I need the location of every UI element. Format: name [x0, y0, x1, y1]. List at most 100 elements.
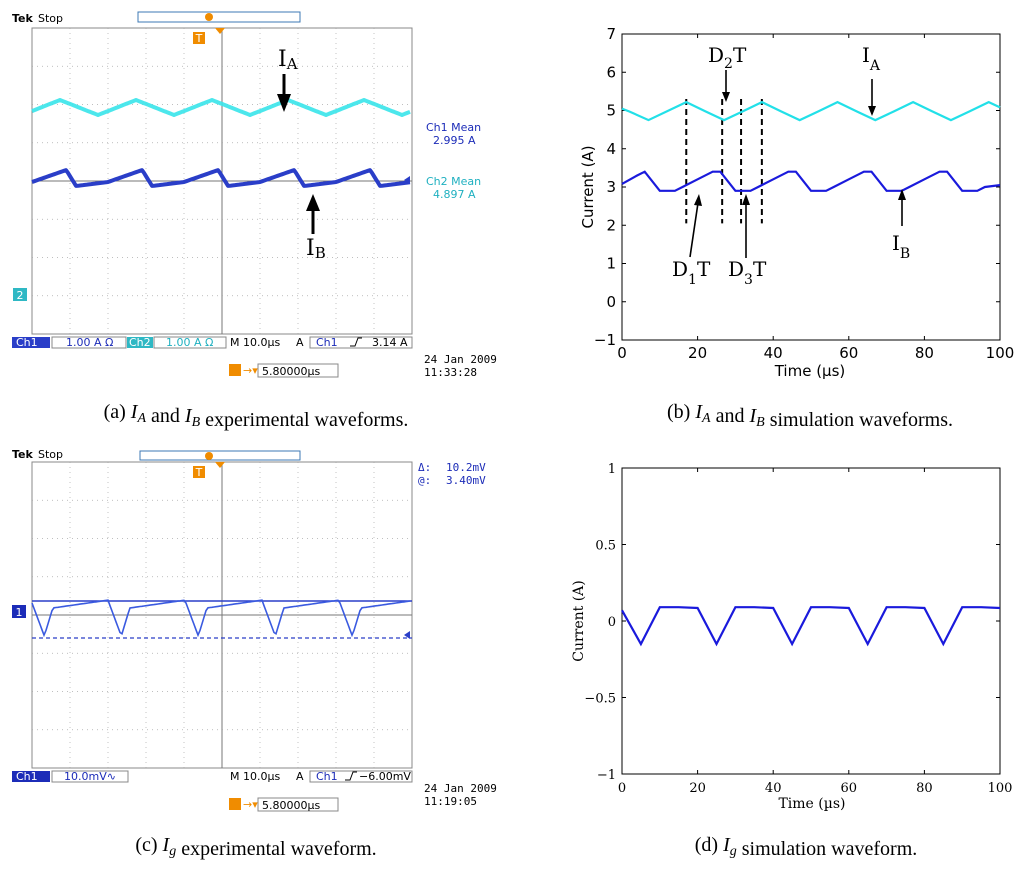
y-tick-label: 4: [606, 140, 616, 158]
y-tick-label: 1: [606, 255, 616, 273]
chart-b-annot-d1t: D1T: [672, 257, 711, 288]
scope-c-trig-box: [309, 770, 413, 783]
chart-b-ylabel: Current (A): [579, 145, 597, 228]
y-tick-label: 0.5: [595, 539, 616, 554]
x-tick-label: 20: [688, 344, 707, 362]
scope-a-record-bar: [137, 11, 301, 23]
chart-d-plot-area: [621, 467, 1001, 775]
y-tick-label: 6: [606, 63, 616, 81]
chart-b-annot-d3t: D3T: [728, 257, 767, 288]
scope-a-trig-box: [309, 336, 413, 349]
scope-a-ia-arrow-head: [277, 94, 291, 112]
scope-a-trig-mode: A: [296, 336, 304, 349]
chart-b-xlabel: Time (µs): [774, 362, 846, 380]
scope-c-date: 24 Jan 2009: [424, 782, 497, 795]
scope-a-timebase: M 10.0µs: [230, 336, 280, 349]
scope-a-trig-pos: 5.80000µs: [262, 365, 320, 378]
scope-a-ch2-scale: 1.00 A Ω: [166, 336, 213, 349]
chart-b-plot-area: [621, 33, 1001, 341]
scope-c-trig-pos: 5.80000µs: [262, 799, 320, 812]
scope-c-trigger-position-icon: [215, 462, 225, 468]
scope-a-ib-arrow-head: [306, 194, 320, 211]
scope-a-state: Stop: [38, 12, 63, 25]
scope-a-ch2-mean-label: Ch2 Mean: [426, 175, 481, 188]
y-tick-label: 3: [606, 178, 616, 196]
scope-a-ch2-label: Ch2: [129, 336, 151, 349]
x-tick-label: 80: [916, 781, 933, 796]
scope-c-trig-pos-box: [257, 797, 339, 812]
chart-b-series: [621, 100, 1001, 192]
scope-c-at-value: 3.40mV: [446, 474, 486, 487]
scope-c-trigger-marker: [193, 466, 205, 478]
scope-a-date: 24 Jan 2009: [424, 353, 497, 366]
scope-a-ch2-badge: [127, 337, 153, 348]
scope-a-trigger-dot: [205, 13, 213, 21]
scope-a-trig-slope-icon: [350, 337, 362, 347]
chart-b-d3t-arrow-head: [742, 194, 750, 205]
chart-b-annot-ia: IA: [862, 43, 881, 74]
scope-a-ch1-label: Ch1: [16, 336, 38, 349]
scope-panel-a: Tek Stop T 2 IA IB Ch1 Mean 2.995 A Ch2 …: [12, 11, 497, 379]
scope-a-ch1-mean-label: Ch1 Mean: [426, 121, 481, 134]
scope-a-ib-trace: [31, 168, 411, 188]
scope-c-trig-slope-icon: [345, 771, 357, 781]
caption-a: (a) IA and IB experimental waveforms.: [104, 401, 409, 431]
scope-a-trig-pos-box: [257, 363, 339, 378]
series-line-i-a: [621, 100, 1001, 122]
scope-c-ch1-scale: 10.0mV∿: [64, 770, 116, 783]
y-tick-label: −1: [597, 768, 616, 783]
scope-c-state: Stop: [38, 448, 63, 461]
x-tick-label: 20: [689, 781, 706, 796]
caption-d: (d) Ig simulation waveform.: [695, 834, 918, 860]
scope-c-level-arrow-icon: [404, 631, 410, 639]
x-tick-label: 80: [915, 344, 934, 362]
x-tick-label: 100: [986, 344, 1015, 362]
scope-a-trigger-position-icon: [215, 28, 225, 34]
scope-a-ch2-mean-value: 4.897 A: [433, 188, 476, 201]
scope-c-delta-label: Δ:: [418, 461, 431, 474]
scope-c-trig-pos-icon: [229, 798, 241, 810]
scope-a-trig-pos-arrow-icon: →▾: [243, 364, 258, 377]
chart-b-ib-arrow-head: [898, 189, 906, 200]
scope-a-level-arrow-icon: [404, 176, 410, 184]
x-tick-label: 60: [839, 344, 858, 362]
chart-d-ticks: 0 20 40 60 80 100 −1 −0.5 0 0.5 1: [584, 462, 1012, 796]
scope-a-label-ia: IA: [278, 47, 298, 73]
x-tick-label: 60: [841, 781, 858, 796]
scope-c-time: 11:19:05: [424, 795, 477, 808]
scope-c-ch1-marker: [12, 605, 26, 618]
scope-c-trigger-dot: [205, 452, 213, 460]
y-tick-label: 7: [606, 25, 616, 43]
caption-c: (c) Ig experimental waveform.: [135, 834, 376, 860]
scope-c-record-bar: [139, 450, 301, 461]
caption-b: (b) IA and IB simulation waveforms.: [667, 401, 953, 431]
chart-b-dashed-markers: [685, 99, 763, 224]
scope-c-trig-mode: A: [296, 770, 304, 783]
x-tick-label: 100: [988, 781, 1013, 796]
scope-a-trig-pos-icon: [229, 364, 241, 376]
scope-c-trig-ch: Ch1: [316, 770, 338, 783]
scope-a-trig-ch: Ch1: [316, 336, 338, 349]
chart-b-d2t-arrow-head: [722, 92, 730, 102]
scope-c-brand: Tek: [12, 448, 34, 461]
chart-panel-d: 0 20 40 60 80 100 −1 −0.5 0 0.5 1 Time (µs) Curren…: [571, 462, 1012, 812]
y-tick-label: 1: [608, 462, 616, 477]
series-line-i-g: [621, 606, 1001, 647]
chart-b-d1t-arrow-shaft: [689, 202, 699, 258]
scope-c-ch1-marker-label: 1: [16, 606, 23, 619]
scope-c-ch1-scale-box: [51, 770, 129, 783]
scope-a-brand: Tek: [12, 12, 34, 25]
y-tick-label: 0: [608, 615, 616, 630]
scope-c-trig-level: −6.00mV: [359, 770, 411, 783]
chart-d-series: [621, 606, 1001, 647]
x-tick-label: 40: [764, 344, 783, 362]
scope-a-label-ib: IB: [306, 236, 326, 262]
scope-a-trigger-marker: [193, 32, 205, 44]
x-tick-label: 0: [617, 344, 627, 362]
y-tick-label: −1: [594, 331, 616, 349]
scope-c-ch1-badge: [12, 771, 50, 782]
y-tick-label: 2: [606, 216, 616, 234]
